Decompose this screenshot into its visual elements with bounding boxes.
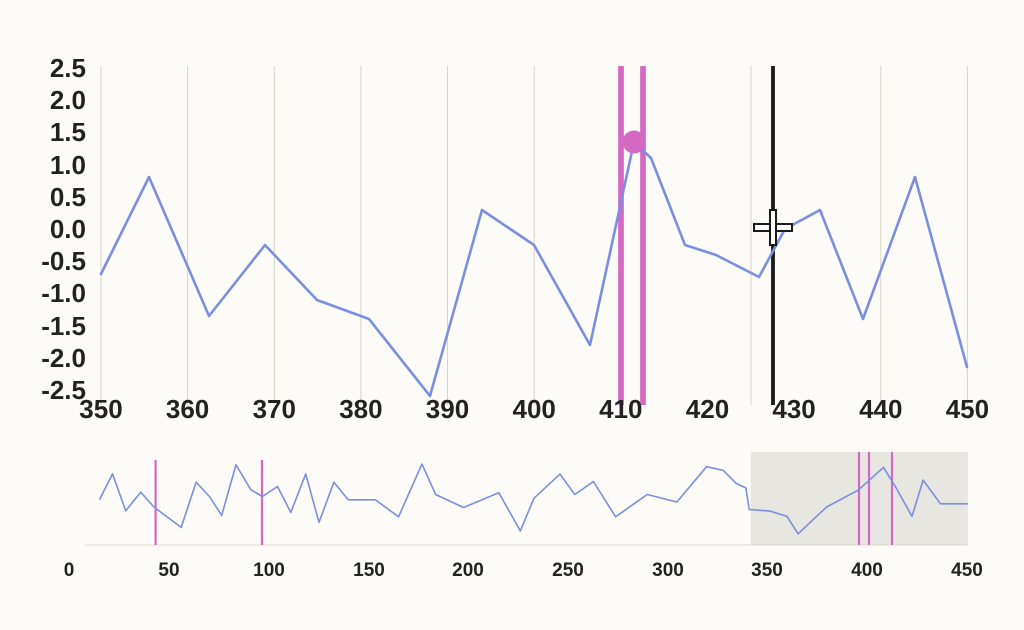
svg-text:410: 410: [599, 394, 642, 424]
svg-text:2.0: 2.0: [50, 85, 86, 115]
svg-text:-1.0: -1.0: [41, 278, 86, 308]
svg-text:2.5: 2.5: [50, 53, 86, 83]
svg-text:150: 150: [353, 560, 385, 581]
svg-text:450: 450: [946, 394, 989, 424]
svg-text:450: 450: [951, 560, 983, 581]
svg-text:440: 440: [859, 394, 902, 424]
svg-text:250: 250: [552, 560, 584, 581]
svg-text:1.0: 1.0: [50, 150, 86, 180]
svg-text:200: 200: [452, 560, 484, 581]
svg-text:1.5: 1.5: [50, 117, 86, 147]
svg-text:0: 0: [64, 560, 75, 581]
svg-text:350: 350: [79, 394, 122, 424]
svg-text:430: 430: [772, 394, 815, 424]
svg-text:100: 100: [253, 560, 285, 581]
svg-text:-0.5: -0.5: [41, 246, 86, 276]
svg-text:420: 420: [686, 394, 729, 424]
svg-text:-2.0: -2.0: [41, 343, 86, 373]
svg-text:390: 390: [426, 394, 469, 424]
svg-text:-1.5: -1.5: [41, 311, 86, 341]
svg-text:360: 360: [166, 394, 209, 424]
svg-text:400: 400: [851, 560, 883, 581]
svg-text:0.0: 0.0: [50, 214, 86, 244]
svg-text:380: 380: [339, 394, 382, 424]
svg-text:50: 50: [158, 560, 179, 581]
svg-text:370: 370: [253, 394, 296, 424]
svg-text:300: 300: [652, 560, 684, 581]
svg-text:0.5: 0.5: [50, 182, 86, 212]
svg-text:400: 400: [513, 394, 556, 424]
svg-text:350: 350: [751, 560, 783, 581]
